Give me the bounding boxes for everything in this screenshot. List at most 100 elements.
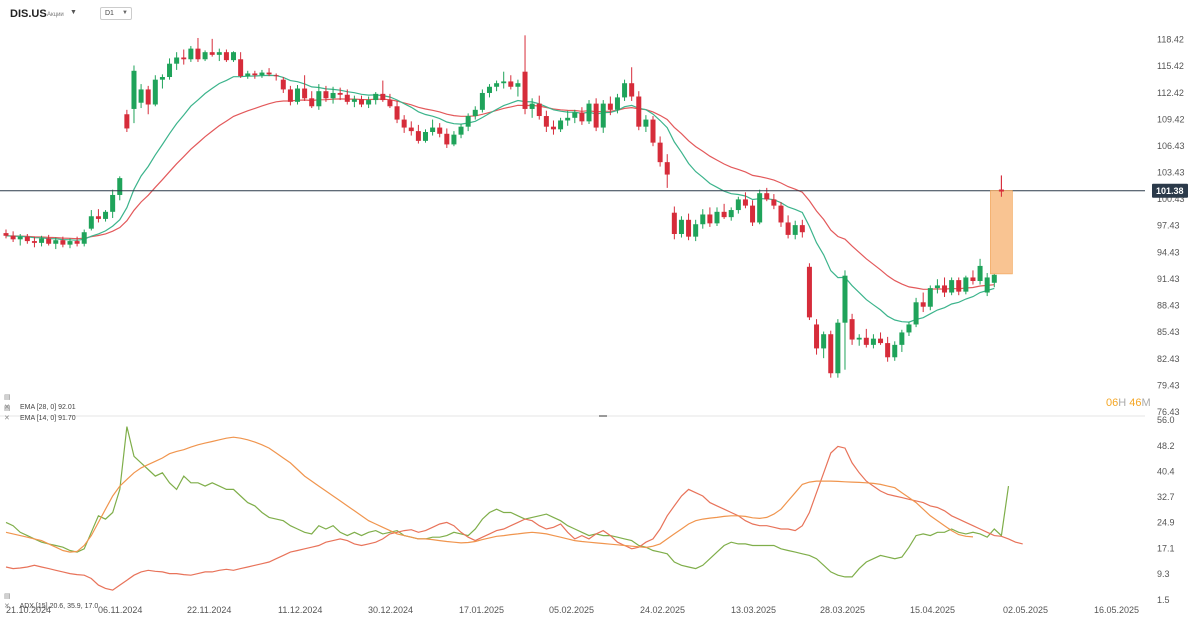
candle[interactable] [728,207,734,221]
candle[interactable] [259,69,265,78]
candle[interactable] [792,220,798,240]
candle[interactable] [700,209,706,229]
candle[interactable] [913,297,919,328]
candle[interactable] [558,117,564,132]
candle[interactable] [359,95,364,108]
timeframe-select[interactable]: D1 ▼ [100,7,132,20]
candle[interactable] [678,216,684,238]
candle[interactable] [60,236,66,248]
candle[interactable] [906,321,912,336]
candle[interactable] [223,49,229,62]
candle[interactable] [963,275,969,295]
candle[interactable] [238,52,244,78]
settings-icon[interactable]: ▤ ✕ [4,405,11,422]
candle[interactable] [856,334,862,346]
candle[interactable] [977,258,983,285]
candle[interactable] [46,234,52,246]
candle[interactable] [458,124,464,139]
candle[interactable] [152,75,158,107]
candle[interactable] [188,45,194,62]
candle[interactable] [636,91,642,131]
candle[interactable] [721,203,727,219]
candle[interactable] [302,75,308,101]
candle[interactable] [750,200,756,227]
candle[interactable] [245,70,251,79]
candle[interactable] [366,96,372,109]
candle[interactable] [614,93,620,114]
candle[interactable] [408,121,414,136]
candle[interactable] [550,120,556,135]
candle[interactable] [67,238,73,249]
candle[interactable] [202,50,208,62]
candle[interactable] [167,58,173,80]
candle[interactable] [131,65,137,124]
candle[interactable] [209,38,215,57]
candle[interactable] [657,136,663,167]
candle[interactable] [643,115,649,132]
candle[interactable] [337,87,343,101]
candle[interactable] [970,270,976,285]
candle[interactable] [942,277,948,297]
candle[interactable] [828,330,834,378]
candle[interactable] [892,341,898,361]
candle[interactable] [323,85,329,102]
candle[interactable] [380,80,386,102]
candle[interactable] [273,73,279,81]
candle[interactable] [607,96,613,116]
candle[interactable] [671,206,677,240]
candle[interactable] [664,154,670,188]
candle[interactable] [174,52,180,70]
candle[interactable] [53,237,59,250]
candle[interactable] [949,277,955,296]
ema-fast-legend[interactable]: ▤ ✕ EMA [14, 0] 91.70 [4,404,76,422]
candle[interactable] [771,194,777,210]
candle[interactable] [479,89,485,113]
ema-slow-legend[interactable]: ▤ ✕ EMA [28, 0] 92.01 [4,393,76,411]
candle[interactable] [757,189,763,225]
candle[interactable] [956,277,962,296]
candle[interactable] [501,71,507,89]
candle[interactable] [95,209,101,223]
symbol-dropdown-icon[interactable]: ▼ [70,9,77,16]
candle[interactable] [373,92,379,105]
candle[interactable] [707,207,713,227]
candle[interactable] [486,84,492,98]
candle[interactable] [991,273,997,288]
candle[interactable] [842,270,848,370]
candle[interactable] [444,128,450,148]
candle[interactable] [494,80,500,92]
candle[interactable] [579,107,585,125]
candle[interactable] [295,84,301,105]
candle[interactable] [600,100,606,133]
candle[interactable] [394,100,400,124]
candle[interactable] [650,116,656,147]
candle[interactable] [465,113,471,132]
candle[interactable] [74,236,80,247]
candle[interactable] [565,110,571,126]
candle[interactable] [3,229,9,239]
candle[interactable] [885,336,891,362]
candle[interactable] [145,85,151,115]
candle[interactable] [735,196,741,214]
candle[interactable] [515,79,521,97]
candle[interactable] [24,233,30,244]
candle[interactable] [31,236,37,248]
candle[interactable] [821,331,827,359]
candle[interactable] [785,215,791,239]
candle[interactable] [508,75,514,90]
candle[interactable] [351,95,357,108]
candle[interactable] [899,329,905,352]
candle[interactable] [543,110,549,132]
candle[interactable] [451,131,457,147]
candle[interactable] [387,93,393,109]
candle[interactable] [778,202,784,227]
candle[interactable] [835,319,841,378]
candle[interactable] [622,79,628,101]
candle[interactable] [764,187,770,202]
candle[interactable] [437,123,443,138]
candle[interactable] [472,106,478,120]
candle[interactable] [316,84,322,110]
candle[interactable] [430,119,436,136]
candle[interactable] [181,49,187,65]
